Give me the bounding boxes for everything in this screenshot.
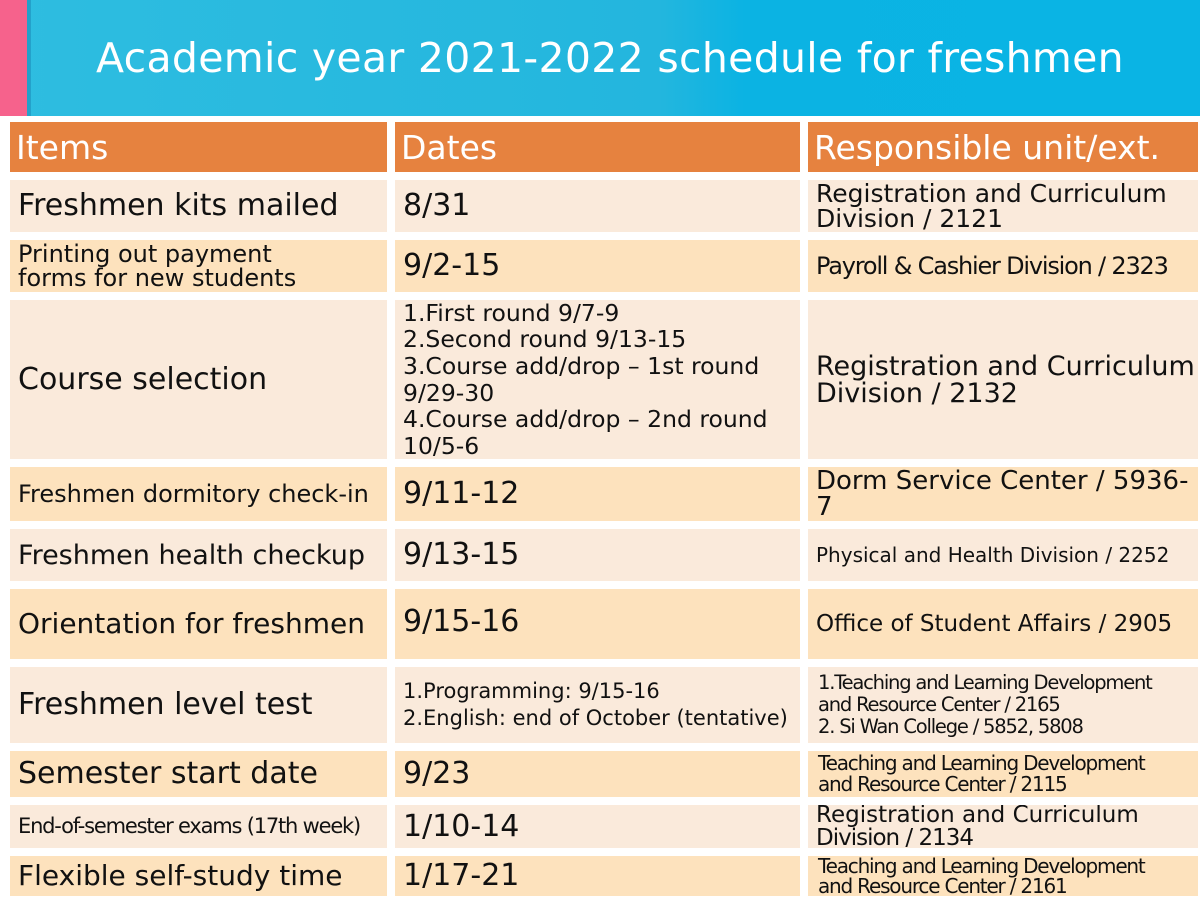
unit-line: Registration and Curriculum (816, 350, 1195, 382)
unit-line: Registration and Curriculum (816, 180, 1167, 208)
unit-cell: Dorm Service Center / 5936-7 (808, 467, 1198, 521)
unit-cell: Registration and Curriculum Division / 2… (808, 805, 1198, 848)
item-cell: Freshmen dormitory check-in (10, 467, 387, 521)
item-cell: Semester start date (10, 751, 387, 797)
unit-line: Teaching and Learning Development (818, 856, 1146, 878)
unit-cell: Payroll & Cashier Division / 2323 (808, 240, 1198, 292)
item-line: Printing out payment (18, 240, 272, 268)
unit-line: 1.Teaching and Learning Development (818, 671, 1153, 695)
date-line: 2.Second round 9/13-15 (403, 325, 687, 354)
banner-accent-strip (0, 0, 31, 116)
item-cell: Freshmen kits mailed (10, 180, 387, 232)
item-cell: Orientation for freshmen (10, 589, 387, 659)
item-cell: Course selection (10, 300, 387, 459)
date-cell: 9/23 (395, 751, 800, 797)
date-cell: 9/13-15 (395, 529, 800, 581)
title-banner: Academic year 2021-2022 schedule for fre… (0, 0, 1200, 116)
unit-cell: Registration and Curriculum Division / 2… (808, 300, 1198, 459)
item-cell: Printing out payment forms for new stude… (10, 240, 387, 292)
date-line: 3.Course add/drop – 1st round (403, 351, 760, 380)
date-cell: 1.First round 9/7-9 2.Second round 9/13-… (395, 300, 800, 459)
header-unit: Responsible unit/ext. (808, 122, 1198, 172)
header-dates: Dates (395, 122, 800, 172)
date-line: 1.Programming: 9/15-16 (403, 678, 660, 703)
date-cell: 9/15-16 (395, 589, 800, 659)
date-cell: 8/31 (395, 180, 800, 232)
unit-line: and Resource Center / 2161 (818, 874, 1068, 896)
unit-cell: Physical and Health Division / 2252 (808, 529, 1198, 581)
page-title: Academic year 2021-2022 schedule for fre… (96, 34, 1124, 82)
unit-cell: Teaching and Learning Development and Re… (808, 751, 1198, 797)
date-cell: 9/11-12 (395, 467, 800, 521)
date-cell: 1.Programming: 9/15-16 2.English: end of… (395, 667, 800, 743)
unit-line: Division / 2134 (816, 824, 974, 848)
date-line: 10/5-6 (403, 431, 480, 459)
unit-line: and Resource Center / 2165 (818, 693, 1061, 717)
item-cell: End-of-semester exams (17th week) (10, 805, 387, 848)
date-line: 4.Course add/drop – 2nd round (403, 405, 768, 434)
unit-line: Registration and Curriculum (816, 805, 1139, 828)
item-line: forms for new students (18, 264, 297, 292)
unit-cell: 1.Teaching and Learning Development and … (808, 667, 1198, 743)
header-items: Items (10, 122, 387, 172)
unit-line: Teaching and Learning Development (818, 751, 1146, 775)
unit-cell: Registration and Curriculum Division / 2… (808, 180, 1198, 232)
item-cell: Freshmen level test (10, 667, 387, 743)
unit-cell: Office of Student Affairs / 2905 (808, 589, 1198, 659)
unit-line: and Resource Center / 2115 (818, 772, 1068, 796)
date-cell: 9/2-15 (395, 240, 800, 292)
item-cell: Freshmen health checkup (10, 529, 387, 581)
date-line: 1.First round 9/7-9 (403, 300, 620, 327)
unit-cell: Teaching and Learning Development and Re… (808, 856, 1198, 896)
unit-line: 2. Si Wan College / 5852, 5808 (818, 714, 1084, 738)
item-cell: Flexible self-study time (10, 856, 387, 896)
date-line: 2.English: end of October (tentative) (403, 706, 788, 730)
schedule-table: Items Dates Responsible unit/ext. Freshm… (10, 122, 1198, 906)
unit-line: Division / 2121 (816, 204, 1003, 232)
date-cell: 1/10-14 (395, 805, 800, 848)
date-line: 9/29-30 (403, 378, 495, 407)
unit-line: Division / 2132 (816, 377, 1018, 409)
date-cell: 1/17-21 (395, 856, 800, 896)
